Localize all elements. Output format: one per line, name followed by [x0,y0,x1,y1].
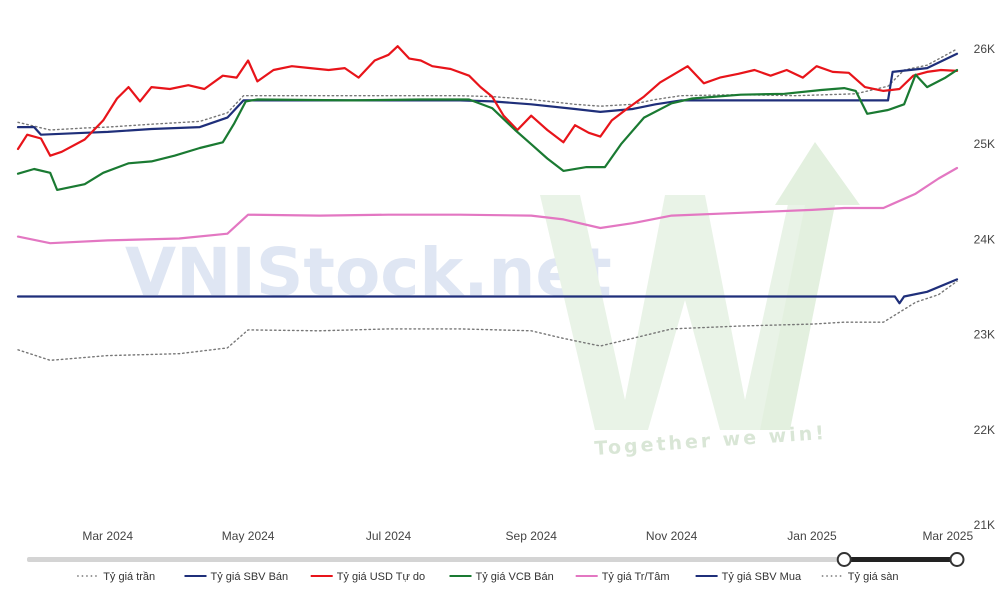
x-axis: Mar 2024 May 2024 Jul 2024 Sep 2024 Nov 2024… [82,529,973,543]
legend-label: Tỷ giá sàn [848,571,899,583]
legend-label: Tỷ giá VCB Bán [476,571,554,583]
legend-item-ty-gia-san[interactable]: Tỷ giá sàn [821,571,899,583]
legend-item-ty-gia-usd-tu-do[interactable]: Tỷ giá USD Tự do [310,571,425,583]
legend-label: Tỷ giá SBV Mua [722,571,802,583]
legend-label: Tỷ giá trần [103,571,155,583]
x-tick-label: Jan 2025 [787,529,837,543]
legend-label: Tỷ giá USD Tự do [337,571,425,583]
x-tick-label: May 2024 [222,529,275,543]
legend-item-ty-gia-tr-tam[interactable]: Tỷ giá Tr/Tâm [575,571,670,583]
series-line-ty-gia-san [17,280,958,361]
y-tick-label: 22K [974,423,995,437]
watermark-logo-w [540,195,830,430]
x-tick-label: Mar 2025 [922,529,973,543]
legend-item-ty-gia-sbv-ban[interactable]: Tỷ giá SBV Bán [184,571,289,583]
y-tick-label: 25K [974,137,995,151]
x-tick-label: Sep 2024 [506,529,558,543]
slider-end-handle[interactable] [949,552,965,567]
series-line-ty-gia-tran [17,48,958,131]
watermark-brand-text: VNIStock.net [125,234,612,311]
legend: Tỷ giá trần Tỷ giá SBV Bán Tỷ giá USD Tự d… [77,571,899,583]
watermark: VNIStock.net Together we win! [125,142,860,460]
y-tick-label: 21K [974,518,995,532]
legend-item-ty-gia-tran[interactable]: Tỷ giá trần [77,571,155,583]
series-line-ty-gia-vcb-ban [16,68,959,191]
x-tick-label: Jul 2024 [366,529,412,543]
x-tick-label: Nov 2024 [646,529,698,543]
legend-label: Tỷ giá Tr/Tâm [602,571,670,583]
y-tick-label: 26K [974,42,995,56]
y-axis: 21K 22K 23K 24K 25K 26K [974,42,995,532]
y-tick-label: 24K [974,232,995,246]
y-tick-label: 23K [974,328,995,342]
slider-selected-range[interactable] [844,557,957,562]
series-line-ty-gia-usd-tu-do [16,45,959,157]
x-tick-label: Mar 2024 [82,529,133,543]
legend-label: Tỷ giá SBV Bán [211,571,289,583]
watermark-logo-arrow [760,142,860,430]
legend-item-ty-gia-sbv-mua[interactable]: Tỷ giá SBV Mua [695,571,802,583]
slider-track [27,557,957,562]
date-range-slider [27,552,965,567]
series-line-ty-gia-tr-tam [16,166,959,245]
series-layer [16,45,959,361]
legend-item-ty-gia-vcb-ban[interactable]: Tỷ giá VCB Bán [449,571,554,583]
slider-start-handle[interactable] [836,552,852,567]
series-line-ty-gia-sbv-mua [16,278,959,305]
